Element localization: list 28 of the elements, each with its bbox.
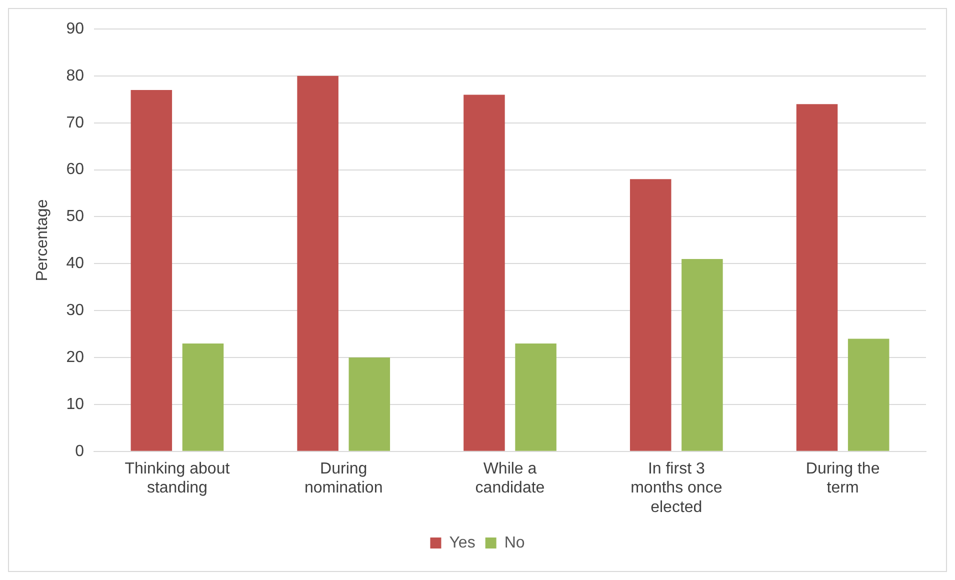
bar	[297, 76, 338, 451]
bar	[182, 343, 224, 451]
y-tick-label: 40	[66, 255, 84, 272]
x-tick-label: While a candidate	[475, 460, 545, 497]
y-tick-label: 90	[66, 20, 84, 38]
y-tick-label: 30	[66, 302, 84, 320]
bar	[130, 90, 172, 451]
y-tick-label: 0	[75, 442, 84, 460]
bar	[630, 179, 672, 451]
bar	[348, 358, 390, 451]
y-tick-label: 60	[66, 161, 84, 178]
y-tick-label: 50	[66, 208, 84, 226]
x-tick-label: Thinking about standing	[124, 460, 230, 497]
bar	[515, 343, 556, 451]
bar	[796, 104, 838, 451]
legend-label: No	[504, 534, 525, 552]
bar	[682, 258, 723, 451]
x-tick-label: In first 3 months once elected	[630, 460, 722, 516]
bar	[848, 338, 890, 451]
y-tick-label: 10	[66, 396, 84, 413]
y-tick-label: 20	[66, 348, 84, 366]
y-axis-title: Percentage	[34, 199, 52, 282]
y-tick-label: 70	[66, 114, 84, 132]
y-tick-label: 80	[66, 67, 84, 84]
x-tick-label: During nomination	[304, 460, 383, 497]
legend-label: Yes	[449, 534, 476, 552]
bar	[464, 94, 505, 451]
x-tick-label: During the term	[806, 460, 880, 497]
